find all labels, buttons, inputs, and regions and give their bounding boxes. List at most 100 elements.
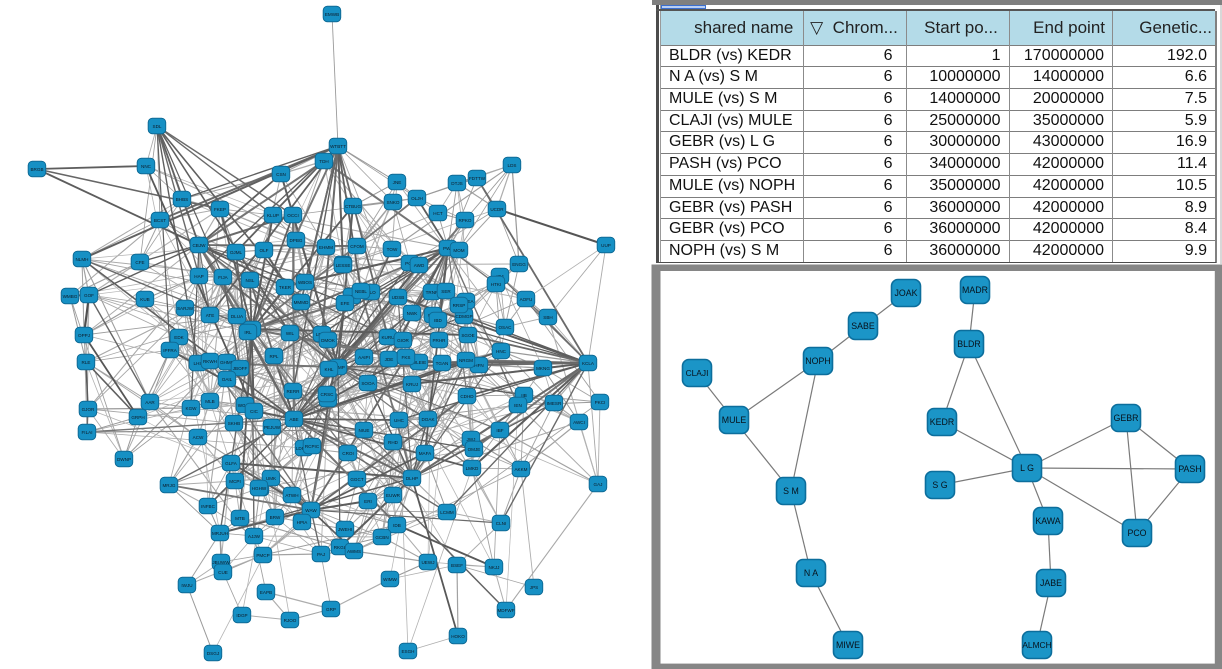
svg-text:AWMS: AWMS [347,549,361,554]
svg-text:SER: SER [441,289,451,294]
svg-text:OPPJ: OPPJ [78,333,90,338]
svg-text:SGOE: SGOE [461,333,474,338]
svg-text:WMBG: WMBG [63,294,78,299]
svg-text:RKWH: RKWH [203,359,217,364]
svg-text:ATE: ATE [206,313,215,318]
svg-text:UMK: UMK [266,476,277,481]
svg-text:SABE: SABE [851,321,875,331]
svg-text:IDB: IDB [393,523,401,528]
svg-text:JABE: JABE [1040,578,1062,588]
svg-text:TOW: TOW [387,247,398,252]
svg-text:CDMGP: CDMGP [455,314,472,319]
svg-text:CBJW: CBJW [192,243,206,248]
svg-text:MAFA: MAFA [419,451,432,456]
svg-text:AWD: AWD [414,263,425,268]
svg-text:PKCI: PKCI [595,400,606,405]
svg-text:IWJU: IWJU [181,583,192,588]
svg-text:EHMM: EHMM [319,245,333,250]
svg-text:SNKO: SNKO [386,200,399,205]
svg-text:HPIA: HPIA [297,520,309,525]
svg-text:OLJH: OLJH [411,196,423,201]
svg-text:KLUP: KLUP [267,213,279,218]
svg-text:BCST: BCST [154,218,166,223]
svg-text:KGW: KGW [186,406,198,411]
svg-text:BRW: BRW [270,515,281,520]
svg-text:PEJUW: PEJUW [264,425,281,430]
svg-text:KHL: KHL [325,367,334,372]
svg-text:MULE: MULE [722,415,747,425]
svg-text:AWCI: AWCI [573,420,585,425]
svg-text:RKGL: RKGL [334,545,347,550]
svg-text:FKS: FKS [402,355,411,360]
svg-text:OJML: OJML [230,250,243,255]
svg-text:CDHD: CDHD [460,394,474,399]
svg-text:WLEIE: WLEIE [412,360,426,365]
svg-text:KURU: KURU [381,335,394,340]
svg-text:IIB: IIB [521,393,527,398]
svg-text:TRNR: TRNR [426,290,439,295]
svg-text:RERR: RERR [286,389,300,394]
svg-text:GLFA: GLFA [225,461,238,466]
svg-text:GAJ: GAJ [594,482,603,487]
svg-text:MLB: MLB [205,399,214,404]
svg-text:CSN: CSN [276,172,286,177]
svg-text:EFE: EFE [341,301,350,306]
svg-text:MIWE: MIWE [836,640,860,650]
svg-text:LESSE: LESSE [336,263,351,268]
svg-text:DTJS: DTJS [451,181,462,186]
svg-text:EMWB: EMWB [325,12,339,17]
svg-text:IBD: IBD [434,318,442,323]
svg-text:RLE: RLE [82,360,91,365]
svg-text:TKER: TKER [279,285,292,290]
svg-text:IEN: IEN [514,403,522,408]
svg-text:WTBTT: WTBTT [330,144,346,149]
svg-text:JBUWW: JBUWW [212,560,230,565]
svg-text:HAP: HAP [194,274,203,279]
svg-text:RCPIC: RCPIC [305,444,320,449]
svg-text:IRL: IRL [244,330,252,335]
svg-text:HCT: HCT [433,211,443,216]
svg-text:NSL: NSL [246,278,255,283]
svg-text:RJOO: RJOO [284,618,297,623]
svg-text:FIJA: FIJA [218,275,228,280]
svg-text:JOAK: JOAK [895,288,918,298]
svg-text:SDL: SDL [153,124,162,129]
svg-text:NEBL: NEBL [355,289,367,294]
svg-text:JPS: JPS [530,585,538,590]
svg-text:MRJG: MRJG [162,483,175,488]
svg-text:UDSB: UDSB [392,295,405,300]
svg-text:PRHR: PRHR [432,338,446,343]
svg-text:WAW: WAW [305,508,317,513]
svg-text:ATWH: ATWH [285,493,298,498]
svg-text:OCCI: OCCI [287,213,298,218]
svg-text:PAJ: PAJ [317,552,325,557]
svg-text:CUE: CUE [218,570,228,575]
svg-text:DSGJ: DSGJ [207,651,219,656]
svg-text:PCO: PCO [1127,528,1146,538]
svg-text:SBH: SBH [543,315,552,320]
svg-text:UHC: UHC [394,418,405,423]
svg-text:EDK: EDK [174,335,184,340]
svg-text:SOOA: SOOA [361,381,375,386]
svg-text:BSEF: BSEF [451,563,463,568]
svg-text:NIUE: NIUE [359,428,370,433]
svg-text:ERI: ERI [364,499,372,504]
svg-text:HGHW: HGHW [252,486,267,491]
svg-text:CFE: CFE [135,260,144,265]
svg-text:JBOFF: JBOFF [233,366,248,371]
svg-text:RHD: RHD [388,440,399,445]
svg-text:TGAN: TGAN [436,361,449,366]
svg-text:INFBC: INFBC [201,504,215,509]
svg-text:GHMH: GHMH [220,360,234,365]
svg-text:MDFWF: MDFWF [497,608,514,613]
svg-text:AJJW: AJJW [248,534,261,539]
svg-text:GCBN: GCBN [375,535,388,540]
svg-text:DMOK: DMOK [321,338,336,343]
svg-text:LCMM: LCMM [440,510,454,515]
svg-text:UCDR: UCDR [490,207,504,212]
svg-text:EUWR: EUWR [386,493,401,498]
svg-text:KEDR: KEDR [930,417,954,427]
svg-text:MADR: MADR [962,285,988,295]
svg-text:TDH: TDH [319,159,328,164]
svg-text:ESGH: ESGH [401,649,414,654]
